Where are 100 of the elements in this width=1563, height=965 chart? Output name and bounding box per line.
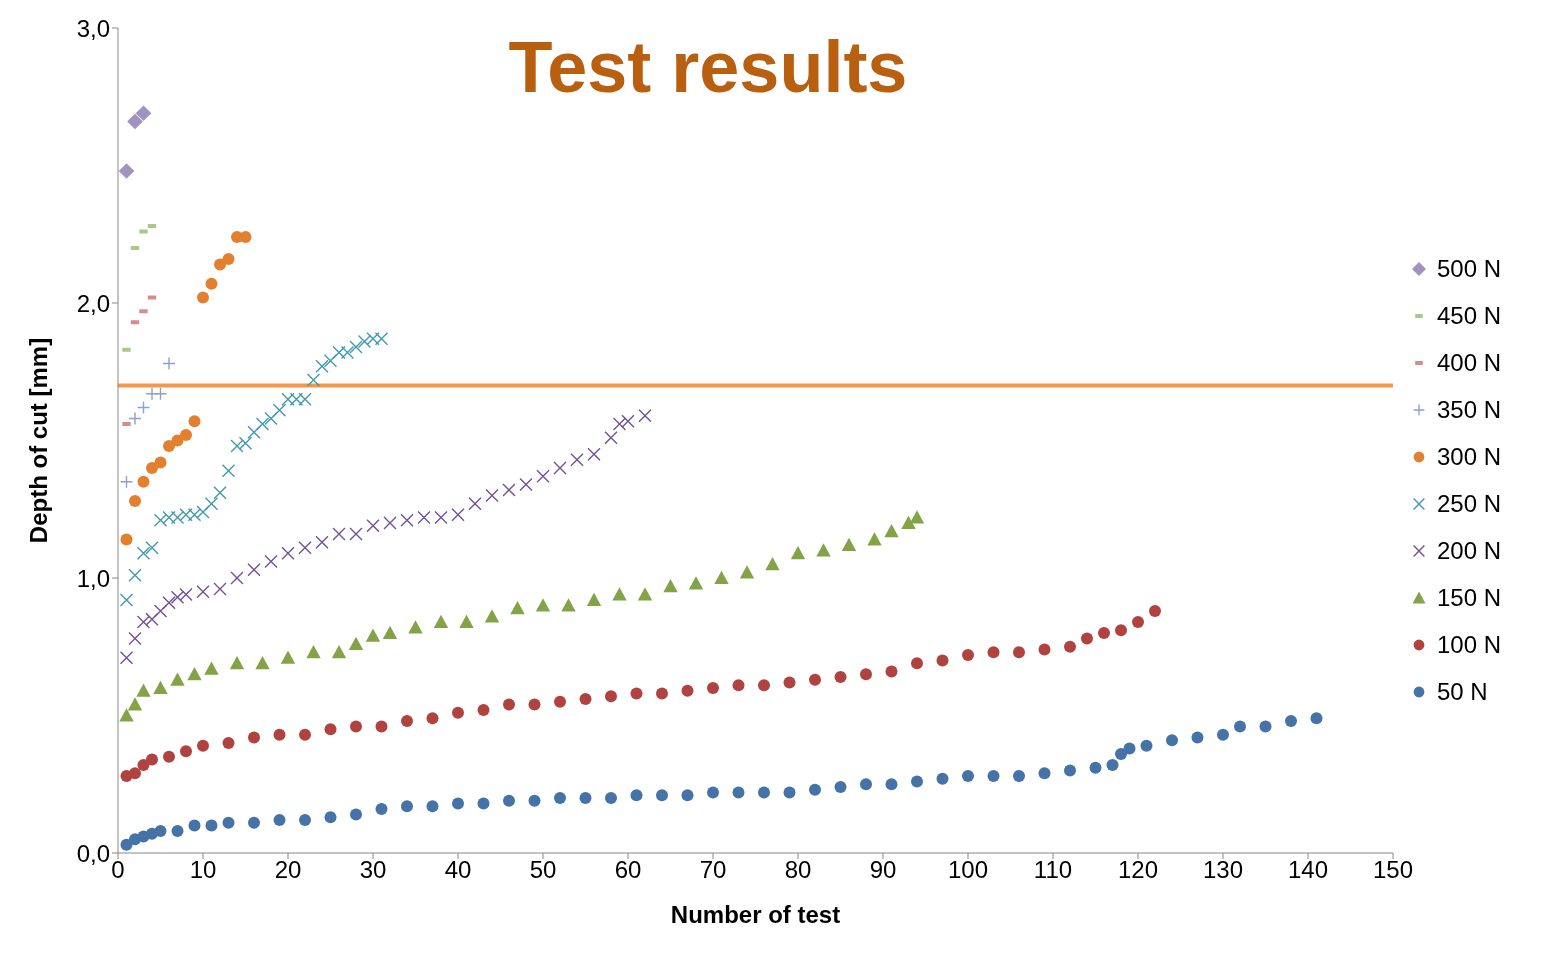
x-tick-label: 140 bbox=[1287, 856, 1329, 884]
point bbox=[135, 105, 152, 122]
point bbox=[163, 440, 175, 452]
point bbox=[605, 690, 617, 703]
point bbox=[468, 497, 482, 511]
point bbox=[230, 439, 244, 453]
point bbox=[790, 546, 806, 560]
point bbox=[885, 665, 898, 678]
point bbox=[128, 631, 142, 646]
point bbox=[1081, 632, 1093, 645]
point bbox=[331, 645, 347, 659]
point bbox=[1115, 748, 1127, 760]
point bbox=[1064, 764, 1076, 777]
point bbox=[936, 772, 949, 785]
legend-label: 150 N bbox=[1437, 584, 1502, 612]
point bbox=[909, 510, 925, 524]
point bbox=[452, 706, 464, 719]
point bbox=[213, 486, 227, 500]
point bbox=[477, 797, 490, 810]
point bbox=[834, 781, 847, 793]
point bbox=[554, 695, 566, 708]
point bbox=[1064, 640, 1076, 653]
point bbox=[264, 411, 278, 426]
point bbox=[136, 615, 151, 629]
point bbox=[137, 759, 150, 771]
point bbox=[306, 645, 321, 659]
point bbox=[1310, 712, 1323, 725]
point bbox=[612, 587, 627, 601]
point bbox=[188, 415, 201, 428]
point bbox=[170, 590, 185, 604]
point bbox=[637, 587, 653, 601]
point bbox=[205, 277, 218, 290]
point bbox=[222, 737, 235, 749]
point bbox=[630, 789, 643, 802]
point bbox=[579, 693, 592, 705]
legend-label: 500 N bbox=[1437, 255, 1502, 283]
point bbox=[332, 345, 346, 360]
point bbox=[170, 672, 185, 686]
point bbox=[136, 400, 151, 415]
point bbox=[570, 453, 584, 467]
point bbox=[1098, 627, 1110, 639]
point bbox=[841, 537, 857, 551]
point bbox=[145, 612, 159, 626]
point bbox=[816, 543, 831, 557]
point bbox=[375, 803, 388, 815]
x-tick-label: 100 bbox=[947, 856, 989, 884]
point bbox=[452, 797, 464, 810]
point bbox=[604, 431, 618, 445]
point bbox=[230, 571, 244, 585]
point bbox=[238, 436, 253, 450]
point bbox=[1089, 761, 1102, 774]
point bbox=[783, 786, 796, 799]
point bbox=[332, 527, 346, 541]
x-tick-label: 120 bbox=[1117, 856, 1159, 884]
point bbox=[214, 258, 226, 271]
point bbox=[120, 533, 133, 546]
point bbox=[834, 671, 847, 683]
x-tick-label: 70 bbox=[699, 856, 727, 884]
legend-label: 350 N bbox=[1437, 396, 1502, 424]
point bbox=[171, 434, 184, 447]
point bbox=[503, 794, 515, 807]
x-tick-label: 40 bbox=[444, 856, 472, 884]
point bbox=[426, 712, 439, 725]
point bbox=[382, 625, 398, 639]
point bbox=[146, 753, 158, 766]
point bbox=[315, 535, 329, 549]
point bbox=[281, 392, 295, 406]
point bbox=[213, 582, 227, 596]
point bbox=[732, 786, 745, 799]
point bbox=[681, 789, 694, 802]
point bbox=[179, 508, 193, 522]
point bbox=[656, 687, 668, 700]
point bbox=[204, 497, 219, 511]
point bbox=[408, 620, 423, 634]
point bbox=[1191, 731, 1204, 744]
x-axis-title: Number of test bbox=[670, 901, 841, 928]
point bbox=[171, 825, 184, 837]
y-tick-label: 1,0 bbox=[76, 564, 110, 592]
point bbox=[129, 495, 141, 507]
point bbox=[809, 783, 821, 796]
point bbox=[299, 728, 311, 741]
point bbox=[348, 636, 364, 650]
point bbox=[128, 568, 142, 582]
point bbox=[180, 429, 192, 441]
point bbox=[273, 728, 286, 741]
point bbox=[477, 704, 490, 716]
point bbox=[401, 715, 413, 727]
point bbox=[503, 698, 515, 711]
point bbox=[188, 819, 201, 832]
point bbox=[519, 477, 533, 492]
point bbox=[1140, 739, 1153, 752]
point bbox=[663, 579, 678, 593]
point bbox=[528, 698, 541, 711]
point bbox=[196, 585, 210, 599]
point bbox=[248, 731, 260, 744]
point bbox=[936, 654, 949, 667]
point bbox=[638, 409, 652, 423]
point bbox=[739, 565, 755, 579]
point bbox=[612, 417, 627, 431]
point bbox=[162, 596, 176, 610]
